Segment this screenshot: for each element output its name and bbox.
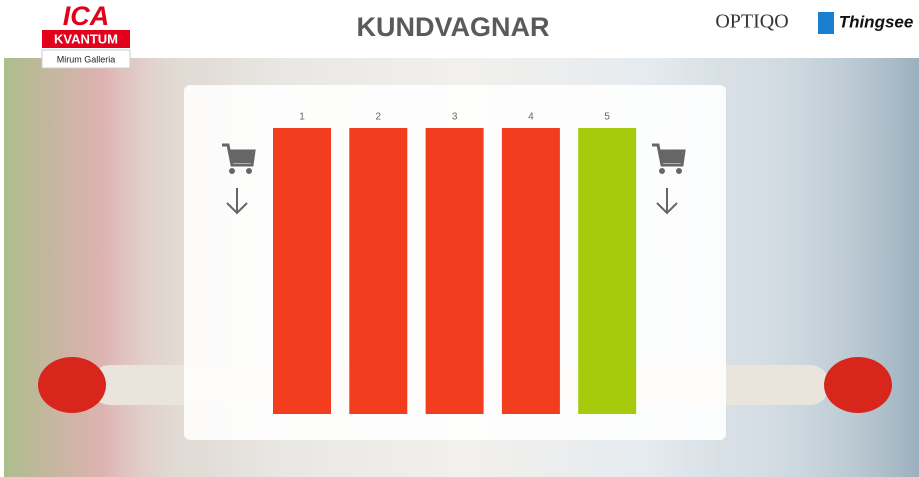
lane-bar — [349, 128, 407, 414]
lane-label: 5 — [604, 112, 610, 123]
logo-main: ICA — [63, 1, 110, 31]
cart-wheel — [230, 169, 235, 174]
shelf-left — [4, 58, 204, 477]
lane-label: 4 — [528, 112, 534, 123]
lane-bar — [426, 128, 484, 414]
lane-bar — [273, 128, 331, 414]
lane-label: 1 — [299, 112, 305, 123]
cart-wheel — [677, 169, 682, 174]
cart-wheel — [660, 169, 665, 174]
cart-wheel — [247, 169, 252, 174]
cart-basket — [230, 151, 252, 163]
page: {"header": {"logo_main": "ICA", "logo_su… — [0, 0, 919, 477]
cart-grip-right — [824, 357, 892, 413]
partner-thingsee: Thingsee — [839, 12, 914, 31]
shelf-right — [720, 58, 919, 477]
store-name: Mirum Galleria — [57, 54, 116, 64]
screen: ICA KVANTUM Mirum Galleria KUNDVAGNAR OP… — [0, 0, 919, 477]
cart-grip-left — [38, 357, 106, 413]
page-title: KUNDVAGNAR — [357, 12, 550, 42]
lane-bar — [578, 128, 636, 414]
lane-label: 2 — [376, 112, 382, 123]
thingsee-mark — [818, 12, 834, 34]
logo-sub: KVANTUM — [54, 31, 118, 46]
cart-basket — [660, 151, 682, 163]
lanes: 1 2 3 4 5 — [273, 112, 636, 414]
lane-bar — [502, 128, 560, 414]
lane-label: 3 — [452, 112, 458, 123]
partner-optiqo: OPTIQO — [715, 11, 788, 33]
body: ICA KVANTUM Mirum Galleria KUNDVAGNAR OP… — [0, 0, 919, 477]
